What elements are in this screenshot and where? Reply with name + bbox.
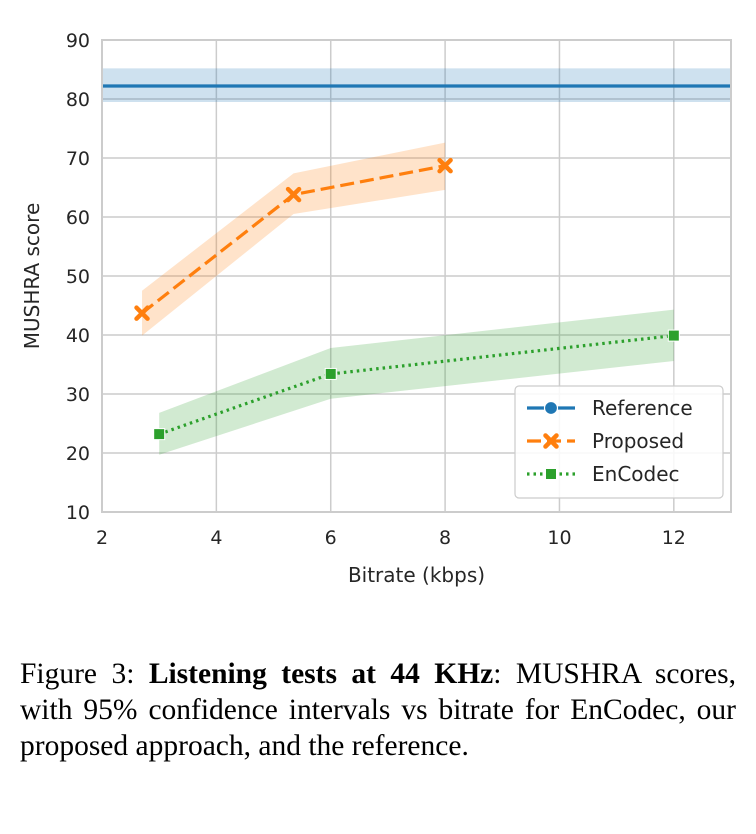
encodec-ci-band <box>159 309 674 455</box>
mushra-chart: 10 20 30 40 50 60 70 80 90 2 4 6 8 10 12 Bitrate (kbp… <box>20 30 732 587</box>
y-tick-label-60: 60 <box>66 207 90 229</box>
x-tick-label-10: 10 <box>547 527 571 549</box>
plot-frame <box>101 39 732 513</box>
y-tick-label-20: 20 <box>66 443 90 465</box>
encodec-point-0 <box>153 428 166 441</box>
caption-prefix: Figure 3: <box>20 658 149 690</box>
legend: Reference Proposed EnCodec <box>514 385 724 499</box>
y-tick-label-50: 50 <box>66 266 90 288</box>
legend-box <box>514 385 724 499</box>
caption-bold: Listening tests at 44 KHz <box>148 658 494 690</box>
legend-label-proposed: Proposed <box>592 429 684 453</box>
legend-marker-proposed <box>543 433 559 449</box>
x-tick-labels: 2 4 6 8 10 12 <box>96 527 686 549</box>
legend-label-reference: Reference <box>592 396 693 420</box>
x-tick-label-6: 6 <box>325 527 337 549</box>
y-tick-label-10: 10 <box>66 502 90 524</box>
x-tick-label-2: 2 <box>96 527 108 549</box>
y-tick-label-90: 90 <box>66 30 90 52</box>
x-tick-label-4: 4 <box>210 527 222 549</box>
encodec-line <box>158 333 674 436</box>
legend-label-encodec: EnCodec <box>592 462 680 486</box>
x-axis-title: Bitrate (kbps) <box>348 563 485 587</box>
x-tick-label-8: 8 <box>439 527 451 549</box>
y-tick-label-80: 80 <box>66 89 90 111</box>
y-axis-title: MUSHRA score <box>20 203 44 350</box>
y-tick-label-70: 70 <box>66 148 90 170</box>
y-tick-label-30: 30 <box>66 384 90 406</box>
proposed-point-1 <box>285 186 302 203</box>
encodec-point-1 <box>324 367 337 380</box>
series-markers <box>134 157 680 441</box>
encodec-point-2 <box>667 329 680 342</box>
proposed-ci-band <box>142 142 446 336</box>
proposed-point-2 <box>437 157 453 174</box>
x-tick-label-12: 12 <box>662 527 686 549</box>
caption-rest: : MUSHRA scores, with 95% confidence int… <box>20 658 737 762</box>
y-tick-label-40: 40 <box>66 325 90 347</box>
y-tick-labels: 10 20 30 40 50 60 70 80 90 <box>66 30 90 524</box>
legend-marker-encodec <box>545 468 557 480</box>
legend-marker-reference <box>543 400 559 416</box>
proposed-point-0 <box>134 305 150 321</box>
figure-caption: Figure 3: Listening tests at 44 KHz: MUS… <box>20 656 736 764</box>
